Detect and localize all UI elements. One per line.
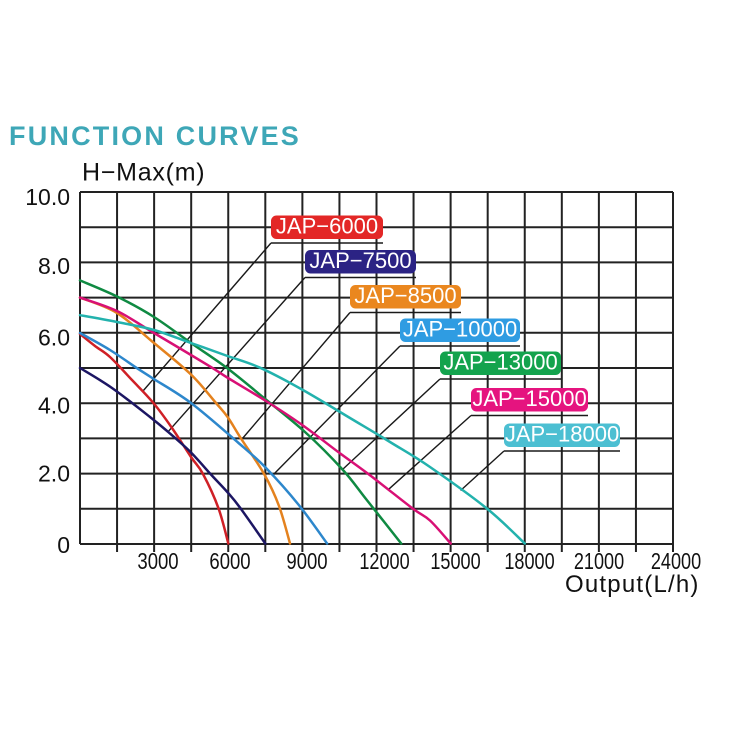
svg-text:2.0: 2.0 bbox=[38, 461, 70, 487]
svg-text:18000: 18000 bbox=[504, 548, 554, 574]
svg-text:H−Max(m): H−Max(m) bbox=[82, 159, 205, 187]
svg-text:JAP−13000: JAP−13000 bbox=[443, 350, 557, 375]
svg-text:JAP−18000: JAP−18000 bbox=[505, 422, 619, 447]
svg-text:10.0: 10.0 bbox=[25, 184, 70, 210]
svg-text:21000: 21000 bbox=[574, 548, 624, 574]
svg-text:3000: 3000 bbox=[137, 548, 178, 574]
svg-text:JAP−6000: JAP−6000 bbox=[276, 214, 378, 239]
svg-text:12000: 12000 bbox=[359, 548, 409, 574]
svg-text:9000: 9000 bbox=[286, 548, 327, 574]
svg-text:JAP−10000: JAP−10000 bbox=[403, 317, 517, 342]
svg-text:6000: 6000 bbox=[209, 548, 250, 574]
svg-text:15000: 15000 bbox=[430, 548, 480, 574]
svg-text:24000: 24000 bbox=[651, 548, 701, 574]
svg-text:8.0: 8.0 bbox=[38, 253, 70, 279]
svg-text:Output(L/h): Output(L/h) bbox=[565, 571, 700, 598]
svg-text:JAP−15000: JAP−15000 bbox=[472, 386, 586, 411]
svg-text:0: 0 bbox=[57, 532, 70, 558]
svg-text:JAP−7500: JAP−7500 bbox=[309, 248, 411, 273]
svg-text:6.0: 6.0 bbox=[38, 325, 70, 351]
svg-text:4.0: 4.0 bbox=[38, 393, 70, 419]
svg-text:JAP−8500: JAP−8500 bbox=[354, 283, 456, 308]
